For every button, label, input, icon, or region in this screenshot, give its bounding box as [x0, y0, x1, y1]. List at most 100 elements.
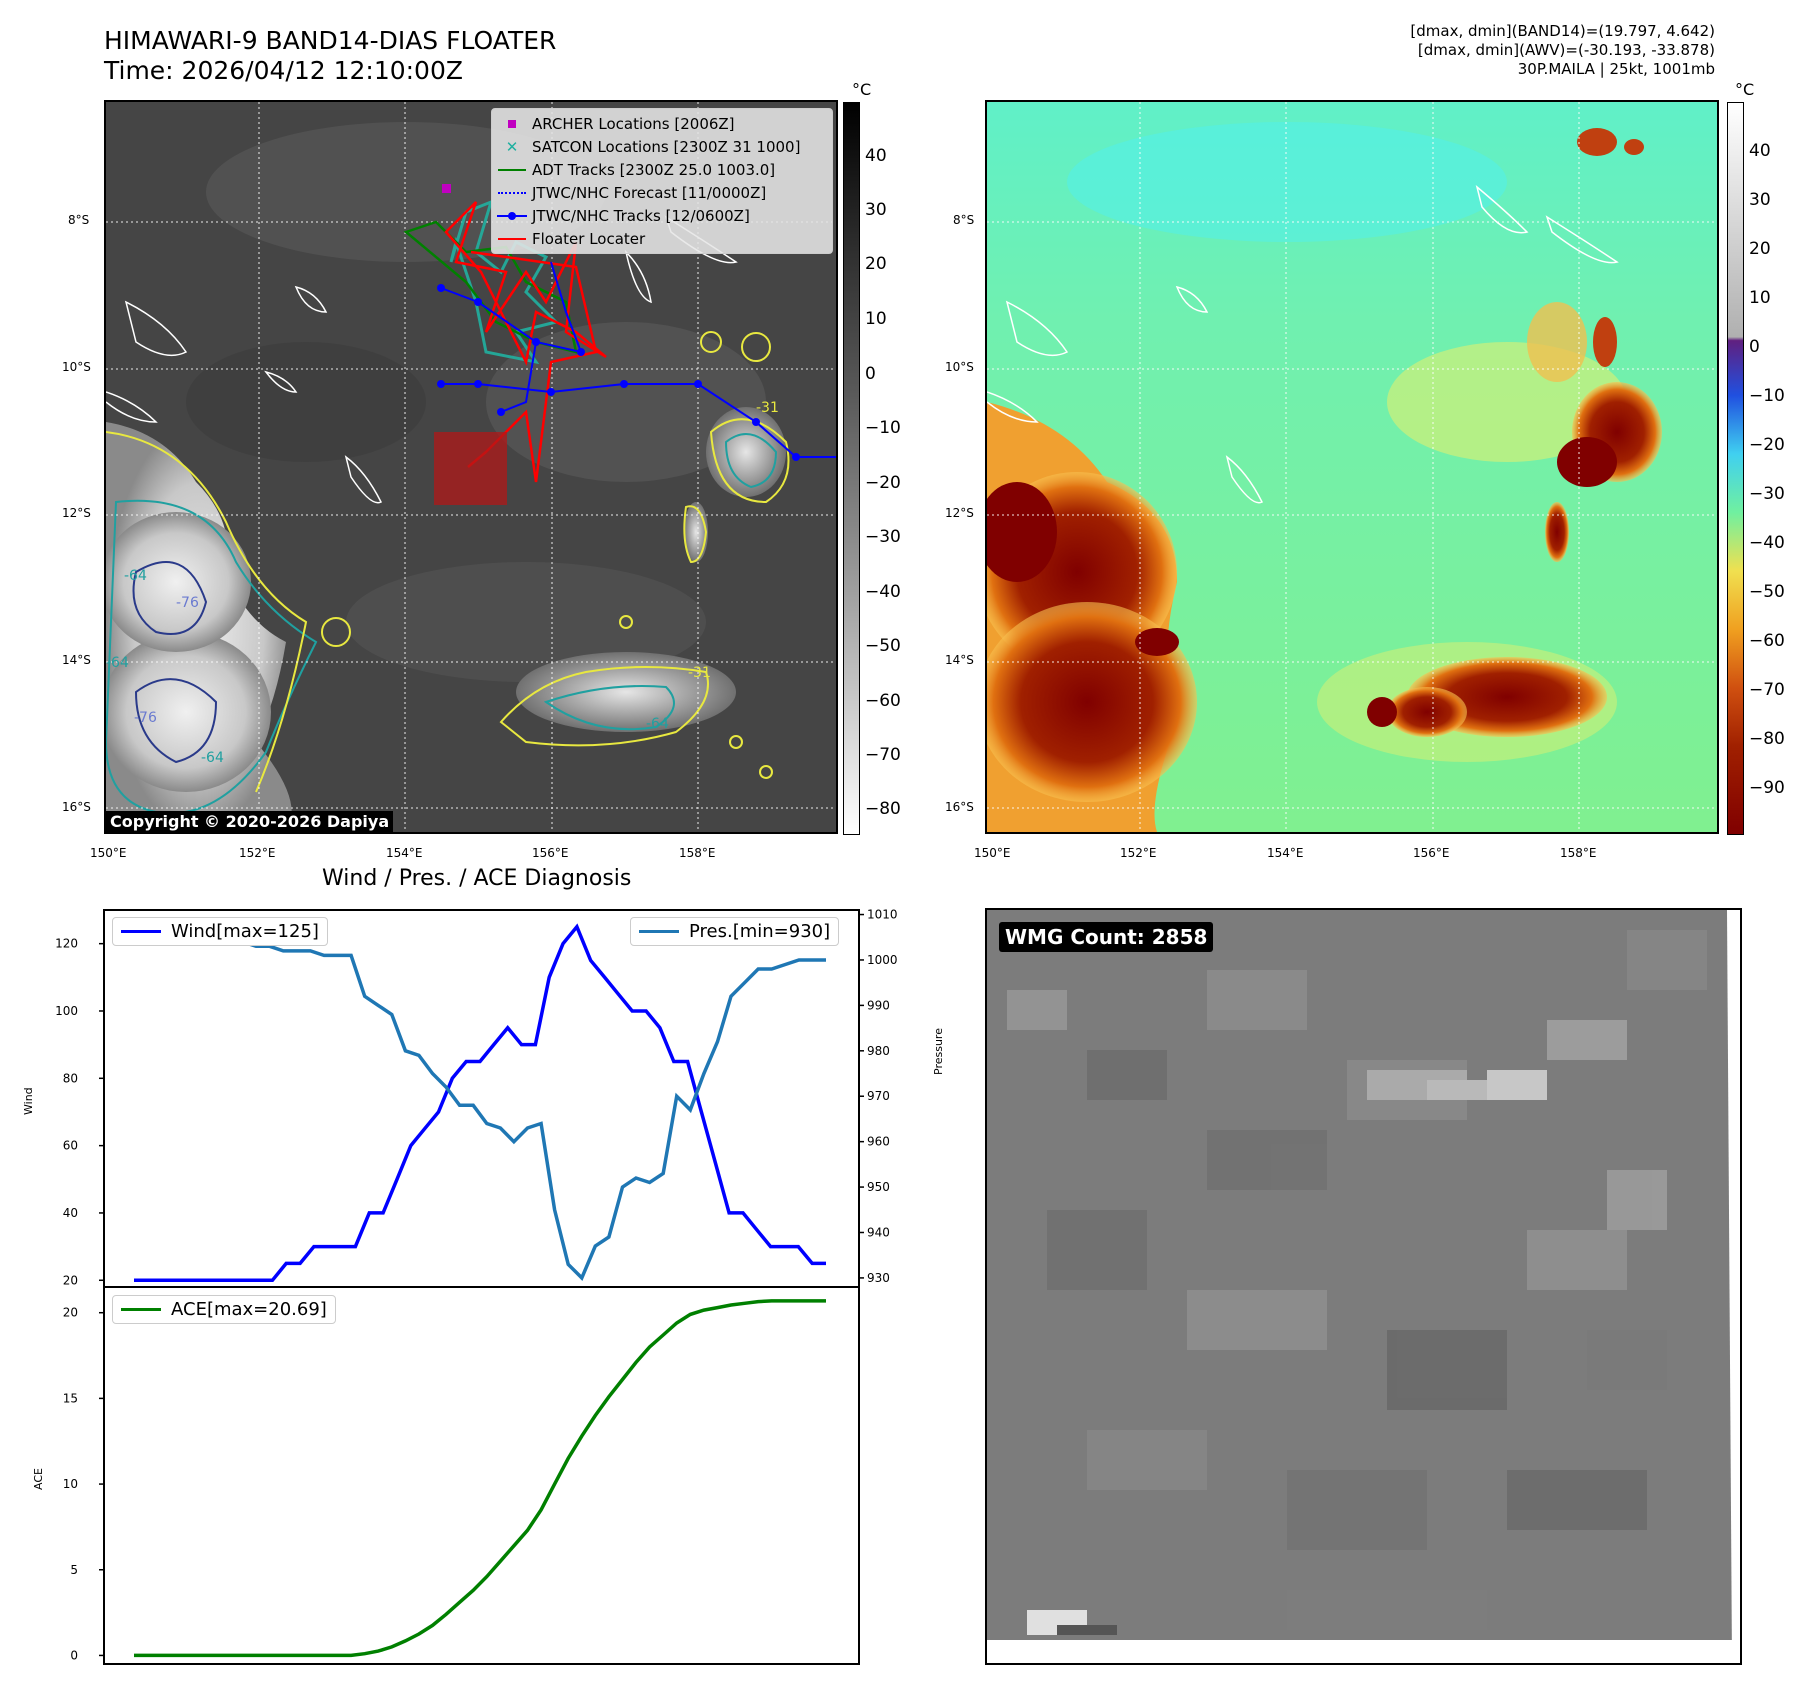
ir-colorbar-tick: −50 [865, 636, 901, 656]
storm-info: [dmax, dmin](BAND14)=(19.797, 4.642) [dm… [1410, 22, 1715, 79]
ir-colorbar-tick: −70 [865, 745, 901, 765]
lon-label: 156°E [532, 846, 569, 860]
ace-legend: ACE[max=20.69] [112, 1295, 336, 1324]
series-line [134, 1299, 826, 1658]
axis-tick-label: 60 [63, 1139, 78, 1153]
axis-tick-label: 20 [63, 1273, 78, 1287]
contour-label: -64 [106, 655, 129, 671]
ir-colorbar-tick: −40 [865, 582, 901, 602]
awv-colorbar-unit: °C [1735, 80, 1755, 99]
axis-tick-label: 15 [63, 1391, 78, 1405]
ir-satellite-map: -64 -76 -64 -76 -64 -31 -64 -31 ARCHER L… [104, 100, 838, 834]
contour-label: -76 [176, 595, 199, 611]
ir-colorbar-tick: 10 [865, 309, 887, 329]
ir-colorbar-tick: 30 [865, 200, 887, 220]
legend-item: ✕ SATCON Locations [2300Z 31 1000] [492, 135, 832, 158]
lat-label: 10°S [62, 360, 91, 374]
contour-label: -31 [688, 665, 711, 681]
awv-colorbar-tick: −10 [1749, 386, 1785, 406]
series-line [134, 923, 826, 1283]
legend-label: Floater Locater [532, 229, 646, 248]
lat-label: 8°S [68, 213, 90, 227]
lon-label: 154°E [1267, 846, 1304, 860]
ace-plot-frame [103, 1286, 860, 1665]
legend-item: ARCHER Locations [2006Z] [492, 112, 832, 135]
axis-tick-label: 5 [70, 1563, 78, 1577]
ace-y-axis: 0 5 10 15 20 [63, 1306, 104, 1662]
wind-legend-label: Wind[max=125] [171, 921, 319, 942]
lon-label: 154°E [386, 846, 423, 860]
lat-label: 10°S [945, 360, 974, 374]
contour-label: -31 [756, 400, 779, 416]
axis-tick-label: 930 [867, 1271, 890, 1285]
lon-label: 152°E [239, 846, 276, 860]
wind-plot-frame [103, 909, 860, 1288]
legend-item: JTWC/NHC Tracks [12/0600Z] [492, 204, 832, 227]
lon-label: 150°E [90, 846, 127, 860]
axis-tick-label: 1000 [867, 953, 898, 967]
lon-label: 152°E [1120, 846, 1157, 860]
awv-colorbar-tick: 20 [1749, 239, 1771, 259]
ir-map-legend: ARCHER Locations [2006Z] ✕ SATCON Locati… [491, 108, 833, 254]
lon-label: 150°E [974, 846, 1011, 860]
legend-label: ARCHER Locations [2006Z] [532, 114, 735, 133]
dotted-line-icon [492, 191, 532, 194]
lon-label: 158°E [679, 846, 716, 860]
legend-label: JTWC/NHC Tracks [12/0600Z] [532, 206, 750, 225]
info-line-2: [dmax, dmin](AWV)=(-30.193, -33.878) [1417, 41, 1715, 59]
awv-map-svg [987, 102, 1717, 832]
lat-label: 14°S [62, 653, 91, 667]
diagnosis-title: Wind / Pres. / ACE Diagnosis [322, 866, 632, 891]
ir-colorbar-tick: 20 [865, 254, 887, 274]
line-marker-icon [492, 237, 532, 240]
title-line-2: Time: 2026/04/12 12:10:00Z [104, 56, 463, 85]
axis-tick-label: 20 [63, 1306, 78, 1320]
ir-colorbar-tick: −10 [865, 418, 901, 438]
awv-colorbar-tick: 40 [1749, 141, 1771, 161]
awv-colorbar-tick: 30 [1749, 190, 1771, 210]
legend-label: SATCON Locations [2300Z 31 1000] [532, 137, 801, 156]
awv-colorbar-tick: 0 [1749, 337, 1760, 357]
awv-colorbar-tick: 10 [1749, 288, 1771, 308]
line-marker-icon [492, 168, 532, 171]
info-line-1: [dmax, dmin](BAND14)=(19.797, 4.642) [1410, 22, 1715, 40]
axis-tick-label: 980 [867, 1044, 890, 1058]
pressure-y-axis: 930 940 950 960 970 980 990 1000 1010 [859, 908, 898, 1285]
awv-colorbar-tick: −90 [1749, 778, 1785, 798]
lat-label: 16°S [945, 800, 974, 814]
axis-tick-label: 100 [55, 1004, 78, 1018]
wmg-image: WMG Count: 2858 [985, 908, 1742, 1665]
wmg-count-label: WMG Count: 2858 [999, 922, 1214, 952]
x-marker-icon: ✕ [505, 137, 519, 156]
axis-tick-label: 970 [867, 1089, 890, 1103]
legend-item: JTWC/NHC Forecast [11/0000Z] [492, 181, 832, 204]
axis-tick-label: 960 [867, 1135, 890, 1149]
wmg-image-svg [987, 910, 1740, 1663]
pressure-series [134, 926, 826, 1281]
awv-colorbar-tick: −20 [1749, 435, 1785, 455]
awv-colorbar-tick: −30 [1749, 484, 1785, 504]
axis-tick-label: 940 [867, 1225, 890, 1239]
wind-series [134, 923, 826, 1283]
axis-tick-label: 0 [70, 1648, 78, 1662]
info-line-3: 30P.MAILA | 25kt, 1001mb [1517, 60, 1715, 78]
axis-tick-label: 120 [55, 937, 78, 951]
lon-label: 158°E [1560, 846, 1597, 860]
axis-tick-label: 80 [63, 1071, 78, 1085]
contour-label: -64 [646, 716, 669, 732]
series-line [134, 926, 826, 1281]
contour-label: -76 [134, 710, 157, 726]
ace-legend-line [121, 1308, 161, 1311]
wind-y-axis: 20 40 60 80 100 120 [55, 937, 104, 1287]
ir-colorbar [843, 102, 860, 835]
legend-label: JTWC/NHC Forecast [11/0000Z] [532, 183, 767, 202]
ir-colorbar-tick: 40 [865, 146, 887, 166]
awv-colorbar-tick: −60 [1749, 631, 1785, 651]
axis-tick-label: 950 [867, 1180, 890, 1194]
axis-tick-label: 990 [867, 998, 890, 1012]
ir-colorbar-tick: −80 [865, 799, 901, 819]
legend-item: ADT Tracks [2300Z 25.0 1003.0] [492, 158, 832, 181]
awv-colorbar-tick: −80 [1749, 729, 1785, 749]
ace-series [134, 1299, 826, 1658]
